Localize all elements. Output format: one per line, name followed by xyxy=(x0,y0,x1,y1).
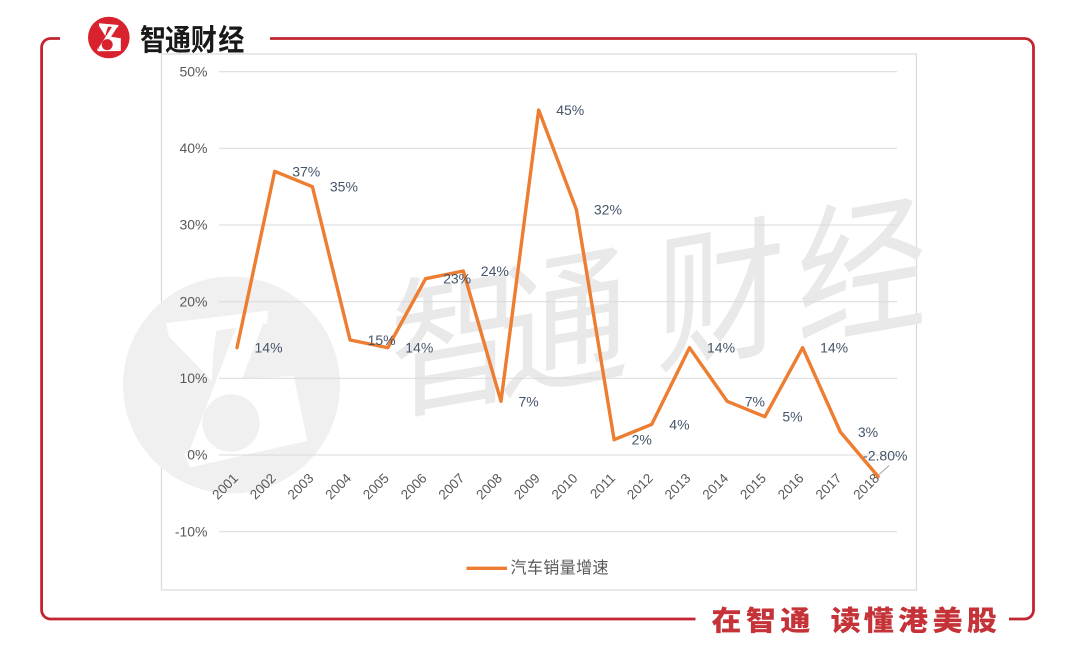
svg-text:14%: 14% xyxy=(405,340,433,356)
svg-text:20%: 20% xyxy=(179,293,207,309)
svg-text:35%: 35% xyxy=(330,179,358,195)
svg-text:7%: 7% xyxy=(519,393,539,409)
svg-text:10%: 10% xyxy=(179,370,207,386)
svg-text:0%: 0% xyxy=(187,447,207,463)
svg-text:14%: 14% xyxy=(707,340,735,356)
svg-text:7%: 7% xyxy=(745,393,765,409)
svg-text:24%: 24% xyxy=(481,263,509,279)
svg-text:4%: 4% xyxy=(669,416,689,432)
svg-text:40%: 40% xyxy=(179,140,207,156)
svg-text:5%: 5% xyxy=(782,409,802,425)
svg-text:30%: 30% xyxy=(179,217,207,233)
svg-text:45%: 45% xyxy=(556,102,584,118)
svg-text:37%: 37% xyxy=(292,163,320,179)
svg-text:-10%: -10% xyxy=(175,523,208,539)
svg-text:50%: 50% xyxy=(179,63,207,79)
svg-text:14%: 14% xyxy=(820,340,848,356)
svg-text:14%: 14% xyxy=(255,340,283,356)
svg-text:3%: 3% xyxy=(858,424,878,440)
svg-text:23%: 23% xyxy=(443,271,471,287)
svg-text:32%: 32% xyxy=(594,202,622,218)
svg-text:15%: 15% xyxy=(368,332,396,348)
svg-text:-2.80%: -2.80% xyxy=(863,448,907,464)
svg-text:2%: 2% xyxy=(632,432,652,448)
